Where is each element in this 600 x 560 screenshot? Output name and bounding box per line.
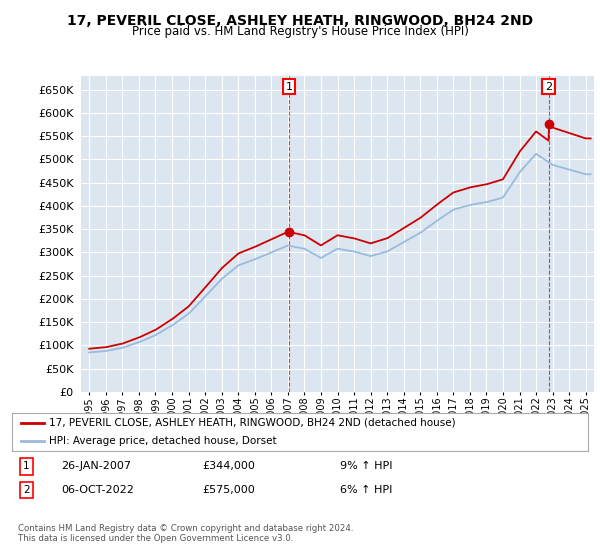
- Text: Contains HM Land Registry data © Crown copyright and database right 2024.
This d: Contains HM Land Registry data © Crown c…: [18, 524, 353, 543]
- Text: Price paid vs. HM Land Registry's House Price Index (HPI): Price paid vs. HM Land Registry's House …: [131, 25, 469, 38]
- Text: 17, PEVERIL CLOSE, ASHLEY HEATH, RINGWOOD, BH24 2ND: 17, PEVERIL CLOSE, ASHLEY HEATH, RINGWOO…: [67, 14, 533, 28]
- Text: HPI: Average price, detached house, Dorset: HPI: Average price, detached house, Dors…: [49, 436, 277, 446]
- Text: 9% ↑ HPI: 9% ↑ HPI: [340, 461, 393, 472]
- Text: 2: 2: [545, 82, 552, 92]
- Text: 1: 1: [23, 461, 30, 472]
- Text: 26-JAN-2007: 26-JAN-2007: [61, 461, 131, 472]
- Text: £575,000: £575,000: [202, 486, 255, 495]
- Text: 2: 2: [23, 486, 30, 495]
- Text: 06-OCT-2022: 06-OCT-2022: [61, 486, 134, 495]
- Text: £344,000: £344,000: [202, 461, 255, 472]
- Text: 17, PEVERIL CLOSE, ASHLEY HEATH, RINGWOOD, BH24 2ND (detached house): 17, PEVERIL CLOSE, ASHLEY HEATH, RINGWOO…: [49, 418, 456, 428]
- Text: 1: 1: [286, 82, 293, 92]
- Text: 6% ↑ HPI: 6% ↑ HPI: [340, 486, 392, 495]
